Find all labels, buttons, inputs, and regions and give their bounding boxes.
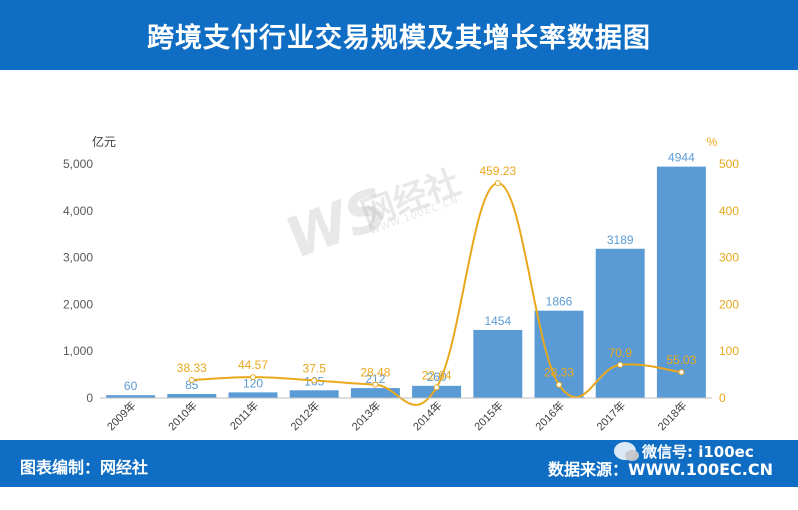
growth-point	[311, 377, 318, 384]
right-axis: 0 100 200 300 400 500%	[707, 135, 740, 405]
footer-source-editor: 图表编制：网经社	[20, 458, 149, 477]
chart-title-bar: 跨境支付行业交易规模及其增长率数据图	[0, 0, 798, 70]
bar	[167, 394, 217, 398]
bar	[350, 388, 400, 398]
right-tick-label: 100	[719, 344, 739, 358]
growth-point	[250, 374, 256, 381]
x-tick-label: 2013年	[349, 398, 384, 433]
x-axis: 2009年 2010年 2011年 2012年 2013年 2014年 2015年 2016年…	[100, 397, 712, 433]
right-axis-unit: %	[707, 135, 718, 149]
growth-line	[191, 182, 682, 406]
growth-value-label: 28.48	[360, 366, 390, 380]
bar-value-label: 85	[185, 378, 199, 392]
left-axis: 0 1,000 2,000 3,000 4,000 5,000 亿元	[63, 134, 116, 405]
bar	[412, 385, 462, 398]
growth-value-label: 70.9	[609, 346, 633, 360]
growth-value-label: 55.03	[666, 353, 696, 367]
growth-value-label: 28.33	[544, 366, 574, 380]
left-axis-unit: 亿元	[92, 134, 116, 149]
growth-point	[678, 369, 685, 376]
growth-value-label: 37.5	[303, 361, 327, 375]
bar-value-label: 1866	[546, 295, 573, 309]
growth-value-label: 44.57	[238, 358, 268, 372]
footer: 图表编制：网经社 数据来源：WWW.100EC.CN	[0, 440, 798, 487]
bar	[289, 390, 339, 398]
growth-value-label: 459.23	[479, 164, 516, 178]
bar-value-label: 120	[243, 376, 263, 390]
x-tick-label: 2012年	[287, 398, 322, 433]
wechat-icon	[614, 442, 639, 461]
growth-value-label: 38.33	[177, 361, 207, 375]
chart-title: 跨境支付行业交易规模及其增长率数据图	[147, 22, 651, 54]
growth-line-series: 38.33 44.57 37.5 28.48 22.64 459.23 28.33 70.9 5…	[177, 164, 697, 406]
left-tick-label: 5,000	[63, 157, 93, 171]
x-tick-label: 2018年	[655, 398, 690, 433]
x-tick-label: 2009年	[104, 398, 139, 433]
x-tick-label: 2016年	[532, 398, 567, 433]
x-tick-label: 2015年	[471, 398, 506, 433]
right-tick-label: 0	[719, 391, 726, 405]
chart: 0 1,000 2,000 3,000 4,000 5,000 亿元 0 100 200 300 4…	[63, 134, 740, 433]
bar-value-label: 260	[427, 370, 447, 384]
right-tick-label: 300	[719, 251, 739, 265]
x-tick-label: 2014年	[410, 398, 445, 433]
growth-point	[433, 384, 440, 391]
right-tick-label: 200	[719, 297, 739, 311]
wechat-label: 微信号: i100ec	[642, 442, 754, 461]
bar	[106, 395, 156, 398]
right-tick-label: 400	[719, 204, 739, 218]
bar	[656, 166, 706, 398]
growth-point	[494, 180, 501, 187]
x-tick-label: 2010年	[165, 398, 200, 433]
growth-point	[556, 381, 562, 388]
left-tick-label: 1,000	[63, 344, 93, 358]
left-tick-label: 4,000	[63, 204, 93, 218]
growth-point	[372, 381, 379, 388]
bar	[228, 392, 278, 398]
bar-value-label: 60	[124, 379, 138, 393]
x-tick-label: 2011年	[227, 398, 261, 432]
left-tick-label: 2,000	[63, 297, 93, 311]
x-tick-label: 2017年	[593, 398, 628, 433]
bar-value-label: 1454	[484, 314, 511, 328]
bar-value-label: 4944	[668, 151, 695, 165]
bar-value-label: 212	[365, 372, 385, 386]
bar-series: 60851201652122601454186631894944	[106, 151, 706, 398]
growth-point	[617, 361, 624, 368]
wechat-id: 微信号: i100ec	[614, 438, 792, 464]
growth-point	[188, 377, 195, 384]
right-tick-label: 500	[719, 157, 739, 171]
footer-data-source: 数据来源：WWW.100EC.CN	[548, 460, 774, 479]
bar	[473, 329, 523, 398]
left-tick-label: 0	[86, 391, 93, 405]
bar-value-label: 3189	[607, 233, 634, 247]
growth-value-label: 22.64	[422, 368, 452, 382]
left-tick-label: 3,000	[63, 251, 93, 265]
